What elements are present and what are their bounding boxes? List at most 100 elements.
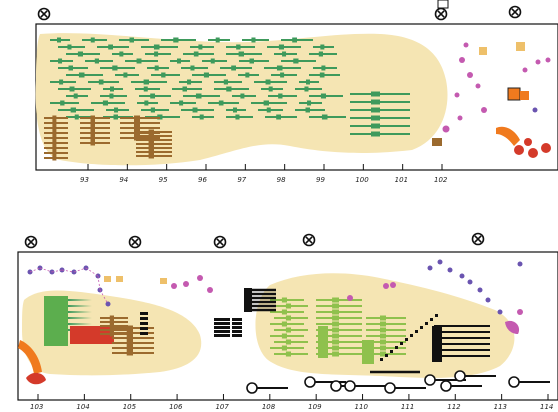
- green-glyph-box: [282, 51, 287, 57]
- red-dot: [541, 143, 551, 153]
- axis-tick-label: 104: [76, 403, 89, 411]
- green-glyph-box: [371, 107, 380, 113]
- black-dot: [390, 350, 393, 353]
- open-ring-icon: [246, 382, 288, 394]
- light-green-glyph-box: [332, 339, 339, 345]
- light-green-glyph-box: [285, 315, 291, 321]
- magenta-dot: [535, 59, 541, 65]
- circle-x-icon: [302, 233, 316, 247]
- open-ring-row: [246, 370, 550, 394]
- gold-square: [516, 42, 525, 51]
- ring-circle: [454, 370, 466, 382]
- bottom-right-cluster: [270, 297, 406, 364]
- green-glyph-box: [235, 114, 240, 120]
- gold-square: [479, 47, 487, 55]
- green-glyph-box: [69, 86, 75, 92]
- orange-arc: [18, 340, 42, 374]
- light-green-glyph-box: [281, 345, 287, 351]
- light-green-glyph-box: [380, 339, 386, 345]
- green-glyph-box: [233, 107, 237, 113]
- light-green-glyph-box: [380, 351, 386, 357]
- bottom-left-cluster: [44, 296, 154, 356]
- magenta-dot: [481, 107, 487, 113]
- circle-x-icon: [24, 235, 38, 249]
- black-stick: [214, 318, 230, 321]
- green-glyph-box: [318, 51, 323, 57]
- green-glyph-box: [249, 58, 254, 64]
- green-glyph-box: [114, 107, 119, 113]
- red-dot: [524, 138, 532, 146]
- brown-glyph-box: [148, 145, 154, 151]
- black-stick: [232, 322, 242, 325]
- axis-tick-label: 100: [355, 176, 369, 184]
- marker-cross: [474, 235, 482, 243]
- black-dot: [435, 314, 438, 317]
- marker-cross: [437, 10, 445, 18]
- green-glyph-box: [268, 86, 273, 92]
- green-glyph-box: [59, 79, 64, 85]
- black-stick: [232, 326, 242, 329]
- red-leaf: [26, 372, 46, 385]
- green-glyph-box: [123, 72, 128, 78]
- magenta-dot: [454, 92, 460, 98]
- brown-glyph-box: [148, 137, 154, 143]
- open-ring-icon: [344, 380, 386, 392]
- green-glyph-box: [153, 44, 160, 50]
- open-ring-icon: [440, 380, 482, 392]
- green-glyph-box: [371, 115, 380, 121]
- light-green-glyph-box: [281, 333, 287, 339]
- green-glyph-box: [150, 107, 155, 113]
- light-green-glyph-box: [332, 321, 339, 327]
- green-glyph-box: [150, 93, 155, 99]
- magenta-dot: [347, 295, 353, 301]
- purple-dot: [497, 309, 503, 315]
- bottom-axis: 103 104 105 106 107 108 109 110 111 112 113 114: [30, 394, 553, 411]
- marker-cross: [40, 10, 48, 18]
- axis-tick-label: 107: [215, 403, 229, 411]
- axis-tick-label: 101: [395, 176, 408, 184]
- marker-cross: [511, 8, 519, 16]
- axis-tick-label: 96: [198, 176, 207, 184]
- green-glyph-box: [371, 131, 380, 137]
- green-glyph-box: [278, 93, 283, 99]
- red-dot: [528, 148, 538, 158]
- dot-link: [85, 267, 99, 277]
- brown-glyph-box: [52, 130, 57, 136]
- brown-glyph-box: [90, 115, 95, 121]
- green-glyph-box: [179, 100, 184, 106]
- brown-glyph-box: [90, 125, 95, 131]
- brown-glyph-box: [52, 125, 57, 131]
- black-stick: [140, 312, 148, 315]
- black-stick: [214, 330, 230, 333]
- axis-tick-label: 108: [262, 403, 276, 411]
- bottom-markers: [24, 232, 485, 249]
- ring-circle: [344, 380, 356, 392]
- top-panel: 93 94 95 96 97 98 99 100 101 102: [35, 0, 558, 184]
- black-dot: [405, 338, 408, 341]
- green-glyph-box: [94, 58, 99, 64]
- light-green-glyph-box: [281, 321, 287, 327]
- brown-glyph-box: [109, 331, 114, 337]
- dot-link: [99, 289, 109, 305]
- green-glyph-box: [278, 44, 284, 50]
- green-glyph-box: [304, 86, 309, 92]
- green-glyph-box: [320, 93, 326, 99]
- ring-circle: [330, 380, 342, 392]
- magenta-dot: [442, 125, 450, 133]
- purple-dot: [459, 273, 465, 279]
- green-glyph-box: [292, 37, 297, 43]
- brown-glyph-box: [52, 135, 57, 141]
- green-glyph-box: [68, 65, 73, 71]
- magenta-dot: [517, 309, 523, 315]
- green-glyph-box: [195, 93, 202, 99]
- circle-x-icon: [434, 7, 448, 21]
- light-green-block: [362, 340, 374, 364]
- brown-glyph-box: [148, 149, 154, 155]
- legend-box: [437, 0, 449, 9]
- black-stick: [140, 327, 148, 330]
- marker-cross: [305, 236, 313, 244]
- brown-glyph-box: [90, 120, 95, 126]
- green-glyph-box: [240, 93, 245, 99]
- black-stick: [232, 330, 242, 333]
